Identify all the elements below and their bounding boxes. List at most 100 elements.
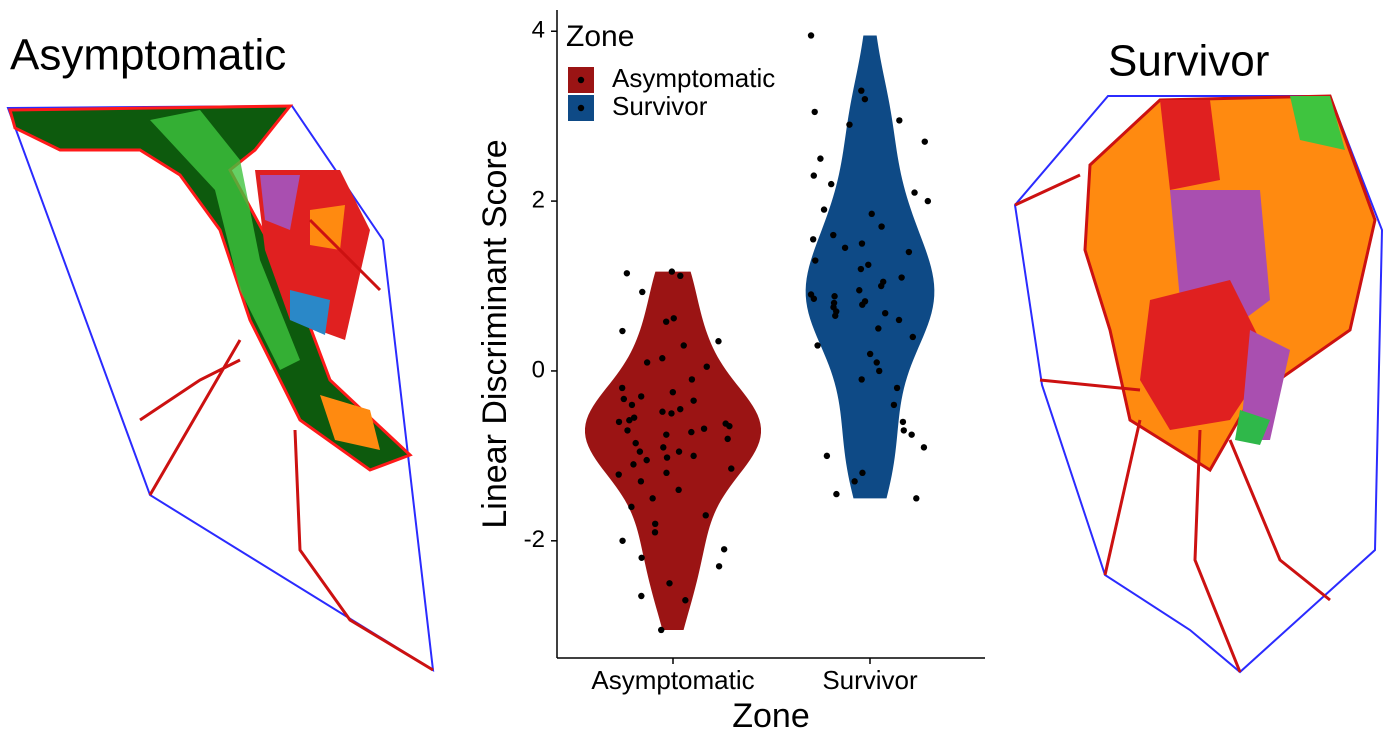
data-point	[624, 427, 630, 433]
data-point	[671, 315, 677, 321]
data-point	[652, 521, 658, 527]
data-point	[906, 249, 912, 255]
data-point	[898, 274, 904, 280]
data-point	[900, 419, 906, 425]
data-point	[704, 363, 710, 369]
data-point	[828, 181, 834, 187]
data-point	[621, 396, 627, 402]
data-point	[676, 448, 682, 454]
data-point	[619, 538, 625, 544]
data-point	[726, 423, 732, 429]
data-point	[814, 342, 820, 348]
data-point	[644, 359, 650, 365]
data-point	[925, 198, 931, 204]
data-point	[659, 355, 665, 361]
legend-key-point	[578, 77, 584, 83]
data-point	[812, 109, 818, 115]
data-point	[703, 512, 709, 518]
data-point	[663, 470, 669, 476]
data-point	[638, 593, 644, 599]
data-point	[817, 155, 823, 161]
data-point	[922, 138, 928, 144]
legend-title: Zone	[566, 20, 634, 53]
data-point	[876, 368, 882, 374]
data-point	[869, 211, 875, 217]
data-point	[660, 444, 666, 450]
data-point	[874, 359, 880, 365]
data-point	[811, 172, 817, 178]
data-point	[638, 478, 644, 484]
data-point	[675, 487, 681, 493]
data-point	[630, 461, 636, 467]
data-point	[663, 318, 669, 324]
y-axis-label: Linear Discriminant Score	[476, 139, 514, 528]
data-point	[677, 273, 683, 279]
data-point	[629, 402, 635, 408]
data-point	[664, 454, 670, 460]
data-point	[637, 448, 643, 454]
data-point	[624, 270, 630, 276]
data-point	[619, 328, 625, 334]
data-point	[616, 419, 622, 425]
data-point	[808, 32, 814, 38]
data-point	[649, 495, 655, 501]
data-point	[690, 453, 696, 459]
data-point	[824, 453, 830, 459]
data-point	[670, 389, 676, 395]
legend-label: Survivor	[612, 91, 708, 121]
data-point	[858, 87, 864, 93]
data-point	[677, 406, 683, 412]
y-tick-label: -2	[524, 526, 545, 553]
data-point	[859, 301, 865, 307]
data-point	[668, 410, 674, 416]
data-point	[663, 431, 669, 437]
data-point	[628, 504, 634, 510]
data-point	[891, 402, 897, 408]
data-point	[716, 563, 722, 569]
data-point	[689, 376, 695, 382]
data-point	[894, 385, 900, 391]
data-point	[724, 436, 730, 442]
data-point	[721, 546, 727, 552]
data-point	[851, 478, 857, 484]
data-point	[688, 429, 694, 435]
figure: Asymptomatic Survivor Linear Discriminan…	[0, 0, 1397, 735]
x-tick-label: Asymptomatic	[591, 665, 754, 695]
data-point	[659, 409, 665, 415]
data-point	[910, 334, 916, 340]
left-image-title: Asymptomatic	[10, 31, 286, 80]
x-axis-label: Zone	[732, 697, 810, 735]
y-tick-label: 0	[532, 356, 545, 383]
data-point	[728, 465, 734, 471]
data-point	[690, 397, 696, 403]
data-point	[842, 245, 848, 251]
data-point	[846, 121, 852, 127]
data-point	[632, 440, 638, 446]
data-point	[666, 580, 672, 586]
data-point	[858, 266, 864, 272]
data-point	[859, 240, 865, 246]
data-point	[616, 471, 622, 477]
data-point	[619, 385, 625, 391]
page: Asymptomatic Survivor Linear Discriminan…	[0, 0, 1397, 735]
data-point	[878, 223, 884, 229]
x-tick-label: Survivor	[822, 665, 918, 695]
data-point	[882, 310, 888, 316]
data-point	[821, 206, 827, 212]
data-point	[681, 342, 687, 348]
data-point	[831, 293, 837, 299]
data-point	[669, 268, 675, 274]
legend-key-point	[578, 105, 584, 111]
data-point	[810, 236, 816, 242]
data-point	[715, 338, 721, 344]
data-point	[901, 427, 907, 433]
data-point	[682, 597, 688, 603]
data-point	[658, 627, 664, 633]
violin	[585, 272, 761, 630]
data-point	[859, 470, 865, 476]
data-point	[896, 117, 902, 123]
data-point	[701, 425, 707, 431]
data-point	[913, 495, 919, 501]
data-point	[626, 417, 632, 423]
data-point	[639, 289, 645, 295]
